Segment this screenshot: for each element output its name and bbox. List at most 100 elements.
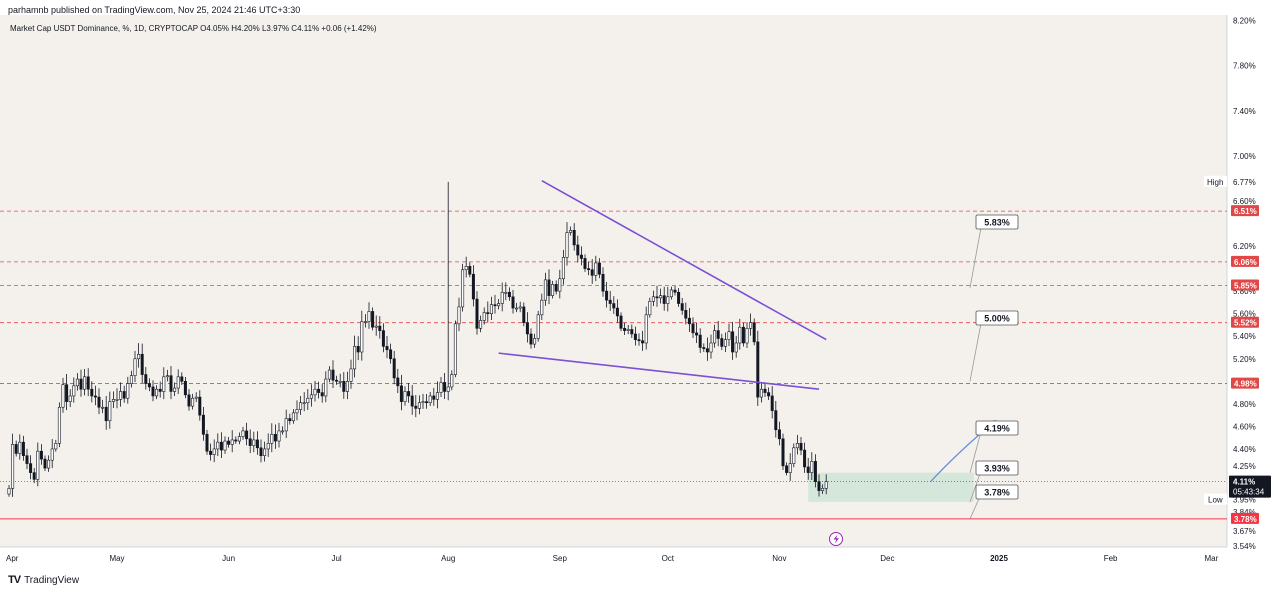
candle-body	[356, 346, 360, 353]
candle-body	[234, 439, 238, 442]
candle-body	[270, 433, 274, 444]
candle-body	[255, 439, 259, 449]
annotation-box[interactable]	[975, 310, 1019, 326]
candle-body	[684, 310, 688, 319]
annotation-label: 5.83%	[984, 218, 1010, 228]
candle-body	[777, 429, 781, 440]
annotation-box[interactable]	[975, 460, 1019, 476]
lightning-icon[interactable]	[829, 532, 843, 546]
candle-body	[608, 299, 612, 304]
candle-body	[194, 396, 198, 399]
price-tick-label: 7.00%	[1233, 152, 1256, 161]
candle-body	[252, 439, 256, 446]
price-annotations: 5.83% 5.00% 4.19% 3.93% 3.78%	[969, 214, 1019, 519]
candle-body	[241, 430, 245, 437]
current-price-badge[interactable]	[1229, 475, 1271, 498]
candle-body	[817, 481, 821, 491]
level-badge[interactable]	[1231, 316, 1259, 328]
publisher-line: parhamnb published on TradingView.com, N…	[8, 5, 301, 15]
tradingview-logo[interactable]: TV TradingView	[8, 574, 79, 586]
candle-body	[306, 397, 310, 404]
candle-body	[687, 317, 691, 325]
candle-body	[579, 254, 583, 259]
annotation-box[interactable]	[975, 420, 1019, 436]
candle-body	[39, 450, 43, 460]
candle-body	[407, 391, 411, 397]
candle-body	[597, 262, 601, 275]
candle-body	[489, 304, 493, 314]
annotation-box[interactable]	[975, 214, 1019, 230]
price-tick-label: 6.60%	[1233, 197, 1256, 206]
candle-body	[50, 448, 54, 461]
candle-body	[795, 443, 799, 449]
candle-body	[702, 347, 706, 349]
wedge-lower-trendline[interactable]	[498, 352, 820, 390]
candle-body	[605, 290, 609, 301]
time-tick-label: Aug	[441, 554, 455, 563]
candle-body	[464, 266, 468, 271]
candle-body	[342, 381, 346, 392]
level-badge-label: 6.06%	[1234, 258, 1257, 267]
candle-body	[619, 315, 623, 329]
candle-body	[641, 340, 645, 344]
candle-body	[345, 381, 349, 392]
tradingview-brand: TradingView	[24, 574, 80, 586]
candle-body	[680, 303, 684, 311]
candle-body	[227, 440, 231, 445]
candle-body	[317, 388, 321, 393]
candle-body	[263, 448, 267, 457]
candle-body	[173, 387, 177, 392]
candle-body	[662, 295, 666, 304]
candle-body	[18, 441, 22, 454]
level-badge-label: 4.98%	[1234, 380, 1257, 389]
candle-body	[371, 311, 375, 328]
wedge-upper-trendline[interactable]	[541, 179, 827, 341]
candle-body	[360, 321, 364, 353]
candle-body	[443, 382, 447, 392]
time-tick-label: Feb	[1104, 554, 1118, 563]
candle-body	[821, 488, 825, 491]
annotation-box[interactable]	[975, 484, 1019, 500]
candle-body	[313, 388, 317, 396]
level-badge[interactable]	[1231, 255, 1259, 267]
candle-body	[677, 291, 681, 304]
candle-body	[61, 384, 65, 408]
candle-body	[144, 374, 148, 384]
candle-body	[295, 409, 299, 414]
candle-body	[720, 338, 724, 347]
candle-body	[101, 406, 105, 409]
candle-body	[569, 229, 573, 233]
time-tick-label: Sep	[553, 554, 568, 563]
candle-body	[137, 353, 141, 360]
price-tick-label: 4.25%	[1233, 462, 1256, 471]
target-zone[interactable]	[808, 472, 974, 502]
countdown-label: 05:43:34	[1233, 488, 1265, 497]
candle-body	[799, 443, 803, 451]
level-badge[interactable]	[1231, 377, 1259, 389]
candle-body	[129, 375, 133, 384]
candle-body	[630, 329, 634, 335]
price-tick-label: 3.54%	[1233, 542, 1256, 551]
candle-body	[417, 402, 421, 409]
candle-body	[792, 447, 796, 464]
candle-body	[428, 395, 432, 404]
tradingview-logo-icon: TV	[8, 574, 21, 586]
candle-body	[745, 328, 749, 344]
support-badge[interactable]	[1231, 512, 1259, 524]
candle-body	[781, 438, 785, 467]
candle-body	[309, 394, 313, 399]
candle-body	[399, 385, 403, 402]
candle-body	[763, 388, 767, 393]
level-badge[interactable]	[1231, 205, 1259, 217]
candle-body	[349, 368, 353, 382]
candle-body	[396, 377, 400, 387]
level-badge[interactable]	[1231, 279, 1259, 291]
candle-body	[723, 339, 727, 347]
candle-body	[176, 376, 180, 389]
candle-body	[767, 392, 771, 397]
candle-body	[403, 391, 407, 402]
candle-body	[468, 266, 472, 275]
candle-body	[126, 383, 130, 399]
candle-body	[29, 463, 33, 473]
